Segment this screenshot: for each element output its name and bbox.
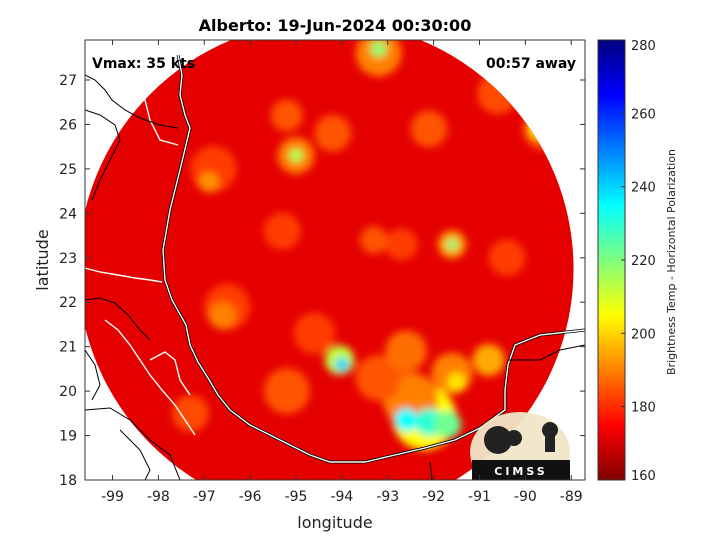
colorbar-tick-label: 160 [631, 469, 656, 484]
y-tick-label: 21 [59, 340, 77, 356]
y-tick-label: 18 [59, 473, 77, 489]
colorbar-tick-label: 240 [631, 181, 656, 196]
colorbar-tick-label: 260 [631, 107, 656, 122]
swath-feature [360, 226, 388, 254]
state-borders [85, 74, 585, 480]
swath-feature [370, 40, 387, 58]
logo-text: CIMSS [494, 465, 547, 478]
y-tick-label: 23 [59, 251, 77, 267]
colorbar-gradient [597, 39, 626, 481]
y-axis-label: latitude [33, 229, 52, 290]
swath-feature [385, 330, 427, 372]
x-tick-label: -89 [560, 489, 583, 505]
x-tick-label: -96 [239, 489, 262, 505]
x-tick-label: -97 [193, 489, 216, 505]
swath-feature [208, 301, 237, 330]
y-tick-label: 24 [59, 206, 77, 222]
y-tick-label: 26 [59, 117, 77, 133]
swath-feature [270, 99, 303, 132]
swath-feature [335, 357, 349, 372]
swath-feature [314, 114, 352, 152]
x-axis-label: longitude [297, 513, 372, 532]
swath-feature [289, 148, 303, 163]
colorbar-tick-label: 220 [631, 254, 656, 269]
vmax-label: Vmax: 35 kts [92, 56, 195, 72]
cimss-logo: CIMSS [470, 412, 570, 480]
y-tick-label: 22 [59, 295, 77, 311]
plot-frame [84, 39, 586, 481]
swath-feature [172, 394, 209, 432]
x-tick-label: -95 [285, 489, 308, 505]
x-tick-label: -92 [422, 489, 445, 505]
swath-feature [385, 228, 418, 261]
x-tick-label: -93 [376, 489, 399, 505]
swath-feature [263, 368, 310, 415]
swath-feature [293, 312, 335, 354]
swath-feature [355, 354, 402, 401]
chart-title: Alberto: 19-Jun-2024 00:30:00 [199, 16, 472, 35]
y-tick-label: 27 [59, 73, 77, 89]
x-tick-label: -91 [468, 489, 491, 505]
colorbar-label: Brightness Temp - Horizontal Polarizatio… [665, 149, 678, 375]
x-tick-label: -98 [147, 489, 170, 505]
swath-feature [198, 172, 219, 193]
x-axis: -99 -98 -97 -96 -95 -94 -93 -92 -91 -90 -89 [101, 40, 583, 505]
plot-area: CIMSS [85, 40, 585, 480]
x-tick-label: -94 [330, 489, 353, 505]
y-axis: 18 19 20 21 22 23 24 25 26 27 [59, 73, 585, 489]
colorbar: 160 180 200 220 240 260 280 Brightness Temp - … [597, 39, 678, 484]
swath-feature [472, 343, 505, 377]
time-away-label: 00:57 away [486, 56, 576, 72]
x-tick-label: -99 [101, 489, 124, 505]
swath-feature [394, 408, 418, 432]
swath-feature [410, 110, 448, 148]
x-tick-label: -90 [514, 489, 537, 505]
y-tick-label: 20 [59, 384, 77, 400]
y-tick-label: 25 [59, 162, 77, 178]
swath-feature [447, 373, 466, 392]
swath-feature [488, 239, 526, 277]
logo-banner [472, 460, 570, 480]
satellite-dish-icon [484, 426, 512, 454]
coastline-highlight [85, 54, 585, 463]
swath-feature [446, 238, 458, 250]
y-tick-label: 19 [59, 429, 77, 445]
colorbar-tick-label: 200 [631, 327, 656, 342]
colorbar-tick-label: 280 [631, 39, 656, 54]
microwave-swath [85, 40, 574, 480]
colorbar-tick-label: 180 [631, 401, 656, 416]
water-tower-icon [542, 422, 558, 438]
swath-feature [263, 212, 301, 250]
swath-feature [433, 410, 462, 439]
